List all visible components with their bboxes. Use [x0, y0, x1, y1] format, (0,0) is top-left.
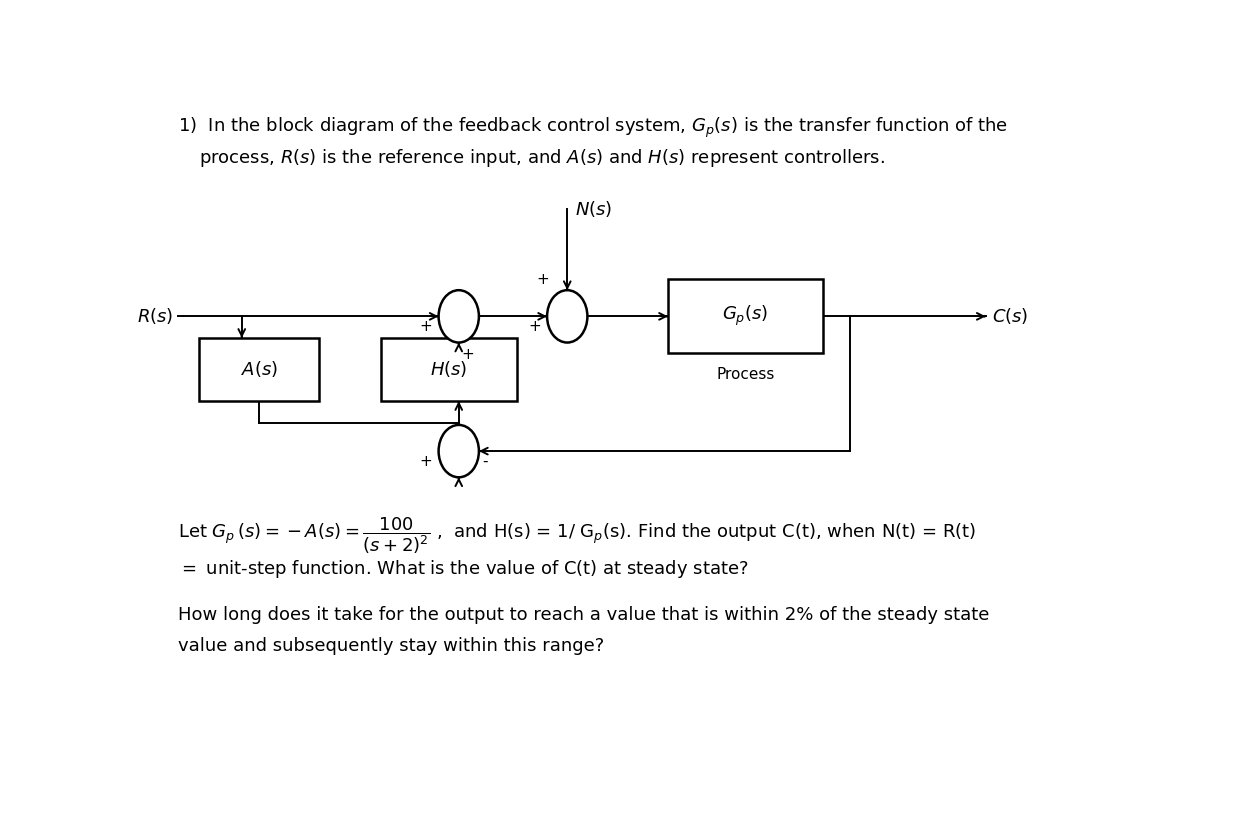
Text: +: + — [419, 454, 432, 469]
Ellipse shape — [438, 290, 480, 343]
Ellipse shape — [438, 425, 480, 477]
Bar — [382, 338, 517, 401]
Text: process, $R(s)$ is the reference input, and $A(s)$ and $H(s)$ represent controll: process, $R(s)$ is the reference input, … — [199, 147, 885, 169]
Ellipse shape — [547, 290, 587, 343]
Text: $G_p(s)$: $G_p(s)$ — [722, 304, 769, 329]
Bar — [669, 279, 823, 353]
Bar — [199, 338, 319, 401]
Text: Process: Process — [716, 367, 775, 383]
Text: value and subsequently stay within this range?: value and subsequently stay within this … — [178, 637, 605, 654]
Text: +: + — [461, 347, 473, 362]
Text: Let $G_p\,(s) = -A(s) = \dfrac{100}{(s+2)^2}$ ,  and H(s) = 1/ G$_p$(s). Find th: Let $G_p\,(s) = -A(s) = \dfrac{100}{(s+2… — [178, 515, 977, 556]
Text: $A(s)$: $A(s)$ — [240, 360, 278, 379]
Text: How long does it take for the output to reach a value that is within 2% of the s: How long does it take for the output to … — [178, 606, 989, 624]
Text: 1)  In the block diagram of the feedback control system, $G_p(s)$ is the transfe: 1) In the block diagram of the feedback … — [178, 116, 1008, 140]
Text: $C(s)$: $C(s)$ — [992, 306, 1028, 326]
Text: $R(s)$: $R(s)$ — [138, 306, 174, 326]
Text: +: + — [419, 319, 432, 335]
Text: +: + — [536, 272, 548, 287]
Text: $H(s)$: $H(s)$ — [431, 360, 468, 379]
Text: +: + — [528, 319, 541, 335]
Text: -: - — [482, 454, 487, 469]
Text: $N(s)$: $N(s)$ — [575, 199, 612, 219]
Text: $=$ unit-step function. What is the value of C(t) at steady state?: $=$ unit-step function. What is the valu… — [178, 558, 749, 580]
